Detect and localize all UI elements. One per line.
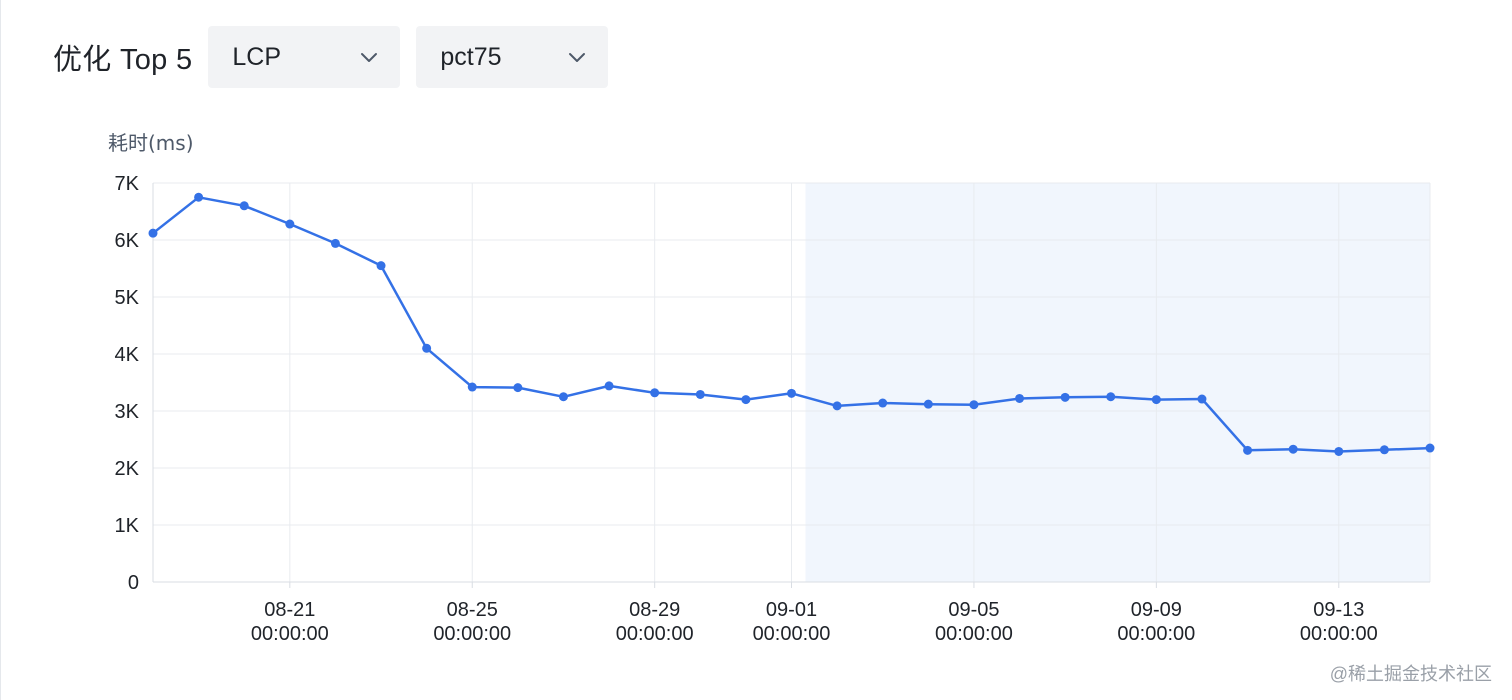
data-point bbox=[467, 382, 477, 392]
x-tick-time-label: 00:00:00 bbox=[616, 623, 694, 645]
chevron-down-icon bbox=[361, 53, 378, 62]
x-tick-time-label: 00:00:00 bbox=[251, 623, 329, 645]
x-tick-date-label: 08-21 bbox=[264, 599, 315, 621]
data-point bbox=[239, 201, 249, 211]
x-tick-date-label: 08-29 bbox=[629, 599, 680, 621]
data-point bbox=[1015, 393, 1025, 403]
x-tick-time-label: 00:00:00 bbox=[935, 623, 1013, 645]
percentile-select-value: pct75 bbox=[440, 42, 502, 71]
x-tick-time-label: 00:00:00 bbox=[433, 623, 511, 645]
data-point bbox=[148, 228, 158, 238]
data-point bbox=[1243, 445, 1253, 455]
x-tick-date-label: 09-13 bbox=[1313, 599, 1364, 621]
data-point bbox=[1334, 446, 1344, 456]
x-tick-date-label: 08-25 bbox=[447, 599, 498, 621]
data-point bbox=[1197, 394, 1207, 404]
data-point bbox=[285, 219, 295, 229]
y-tick-label: 5K bbox=[115, 287, 140, 309]
x-tick-time-label: 00:00:00 bbox=[1117, 623, 1195, 645]
data-point bbox=[1379, 445, 1389, 455]
x-tick-time-label: 00:00:00 bbox=[753, 623, 831, 645]
data-point bbox=[878, 398, 888, 408]
watermark: @稀土掘金技术社区 bbox=[1329, 664, 1492, 684]
data-point bbox=[1288, 444, 1298, 454]
y-tick-label: 1K bbox=[115, 515, 140, 537]
x-tick-date-label: 09-09 bbox=[1131, 599, 1182, 621]
data-point bbox=[695, 389, 705, 399]
data-point bbox=[741, 395, 751, 405]
data-point bbox=[1106, 392, 1116, 402]
y-tick-label: 2K bbox=[115, 458, 140, 480]
data-point bbox=[376, 261, 386, 271]
y-tick-label: 7K bbox=[115, 173, 140, 195]
x-tick-date-label: 09-05 bbox=[948, 599, 999, 621]
data-point bbox=[513, 383, 523, 393]
data-point bbox=[832, 401, 842, 411]
y-axis-title: 耗时(ms) bbox=[108, 131, 194, 155]
data-point bbox=[923, 399, 933, 409]
y-tick-label: 6K bbox=[115, 230, 140, 252]
data-point bbox=[1151, 395, 1161, 405]
x-tick-time-label: 00:00:00 bbox=[1300, 623, 1378, 645]
data-point bbox=[1425, 443, 1435, 453]
data-point bbox=[969, 400, 979, 410]
data-point bbox=[650, 388, 660, 398]
x-tick-date-label: 09-01 bbox=[766, 599, 817, 621]
percentile-select[interactable]: pct75 bbox=[416, 26, 609, 88]
data-point bbox=[422, 343, 432, 353]
data-point bbox=[787, 388, 796, 398]
panel-title: 优化 Top 5 bbox=[53, 44, 193, 76]
data-point bbox=[1060, 392, 1070, 402]
data-point bbox=[330, 238, 340, 248]
y-tick-label: 4K bbox=[115, 344, 140, 366]
panel-header: 优化 Top 5 LCP pct75 bbox=[53, 26, 609, 88]
data-point bbox=[604, 381, 614, 391]
metric-select[interactable]: LCP bbox=[208, 26, 401, 88]
data-point bbox=[194, 192, 204, 202]
chevron-down-icon bbox=[569, 53, 586, 62]
metric-select-value: LCP bbox=[232, 42, 282, 71]
y-tick-label: 0 bbox=[128, 572, 139, 594]
highlight-band bbox=[805, 183, 1430, 582]
y-tick-label: 3K bbox=[115, 401, 140, 423]
data-point bbox=[558, 392, 568, 402]
